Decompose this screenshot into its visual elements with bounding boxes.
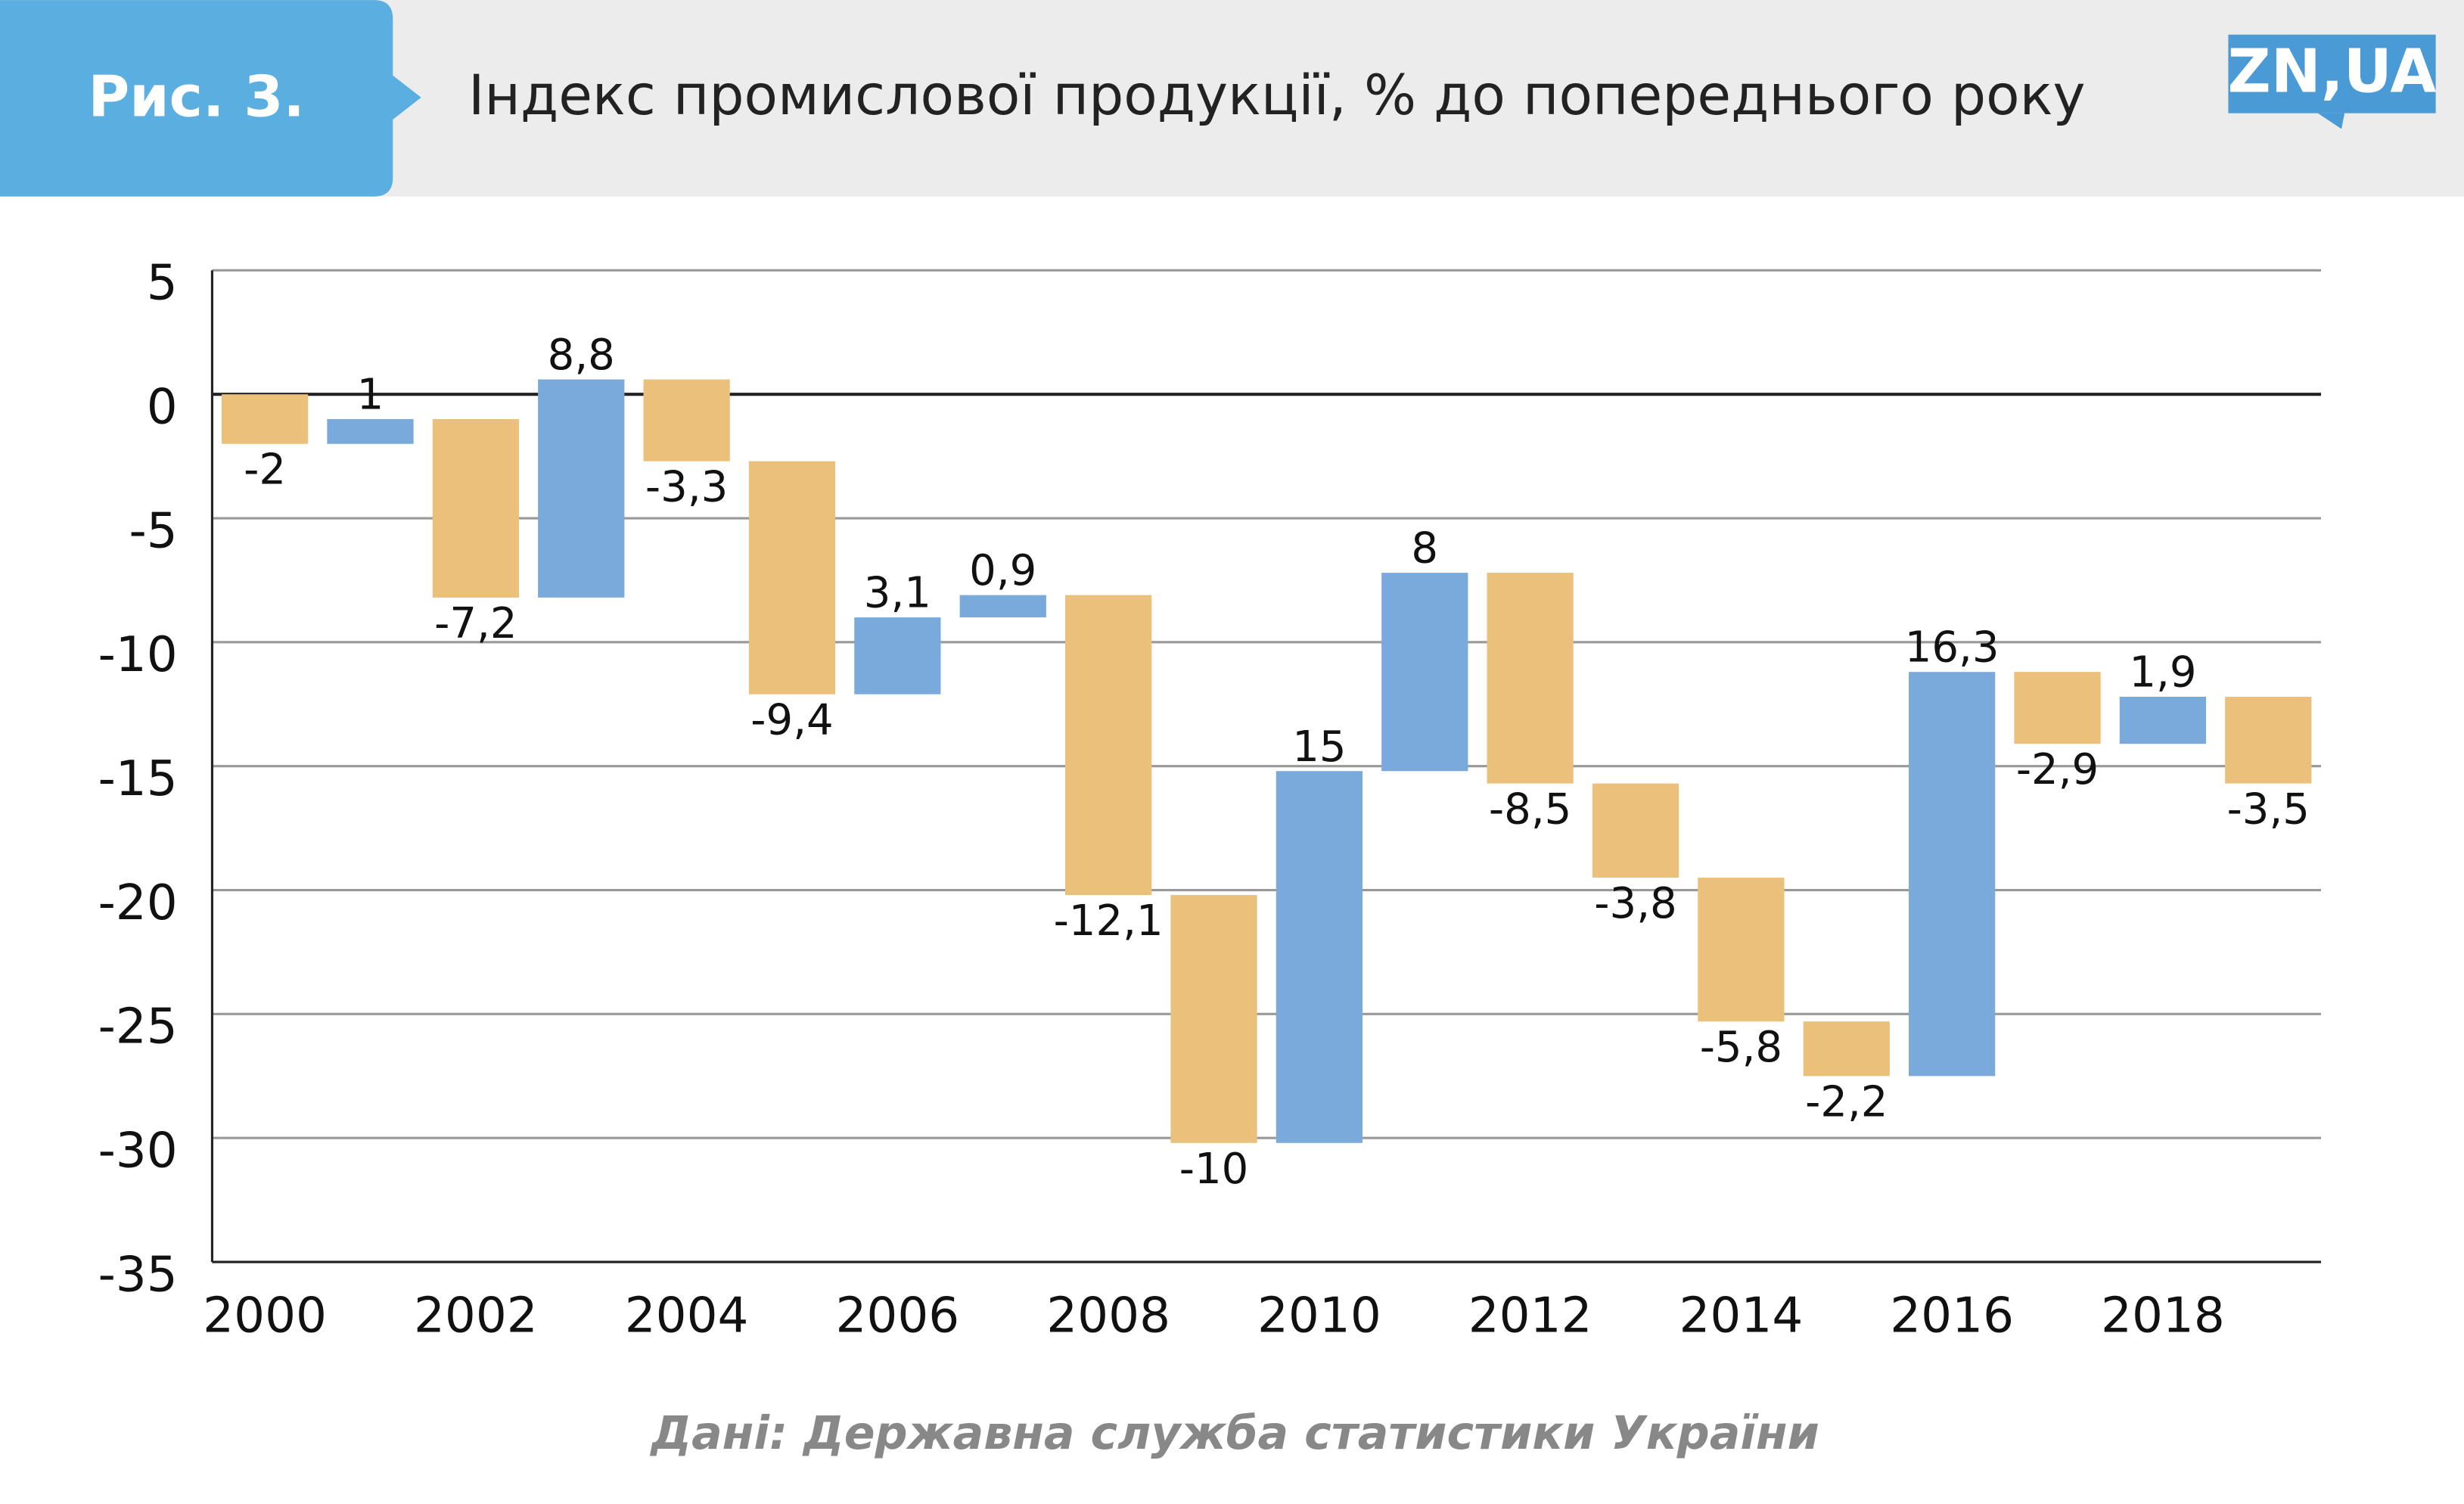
bar	[1698, 878, 1785, 1022]
bar	[327, 418, 414, 444]
x-tick-label: 2000	[203, 1287, 327, 1344]
value-label: -2,2	[1805, 1077, 1888, 1126]
value-label: 8,8	[548, 331, 615, 380]
y-tick-label: 0	[147, 379, 178, 436]
bar	[2225, 696, 2312, 784]
value-label: 1,9	[2129, 648, 2196, 697]
bar	[854, 617, 941, 695]
bar	[1803, 1021, 1890, 1077]
x-tick-label: 2004	[625, 1287, 749, 1344]
bar	[959, 595, 1046, 618]
y-tick-label: -15	[98, 750, 178, 807]
bar	[2014, 672, 2101, 744]
value-label: -8,5	[1489, 785, 1571, 834]
figure-tab	[0, 0, 421, 197]
y-tick-label: -20	[98, 875, 178, 931]
x-tick-label: 2014	[1679, 1287, 1803, 1344]
bar	[748, 461, 836, 695]
value-label: -3,5	[2227, 785, 2310, 834]
bar	[1170, 895, 1257, 1143]
x-tick-label: 2008	[1046, 1287, 1170, 1344]
bar	[221, 394, 309, 444]
y-tick-label: -30	[98, 1123, 178, 1179]
value-label: 0,9	[969, 546, 1036, 595]
bar	[643, 379, 730, 461]
y-tick-label: 5	[147, 255, 178, 312]
chart-title: Індекс промислової продукції, % до попер…	[468, 64, 2086, 128]
value-label: -5,8	[1700, 1023, 1782, 1072]
x-tick-label: 2010	[1257, 1287, 1381, 1344]
bar	[1381, 573, 1468, 772]
bar	[1065, 595, 1152, 896]
x-tick-label: 2016	[1890, 1287, 2014, 1344]
value-label: 8	[1411, 524, 1438, 573]
value-label: 16,3	[1905, 623, 1999, 673]
value-label: -9,4	[750, 696, 833, 745]
bar	[1592, 783, 1679, 878]
y-tick-label: -25	[98, 999, 178, 1055]
x-tick-label: 2002	[414, 1287, 538, 1344]
bar	[1909, 672, 1996, 1077]
source: Дані: Державна служба статистики України	[650, 1407, 1819, 1460]
value-label: -10	[1179, 1145, 1249, 1194]
logo-box	[2228, 34, 2436, 113]
y-tick-label: -10	[98, 626, 178, 683]
value-label: -3,8	[1594, 879, 1676, 928]
value-label: -2,9	[2016, 745, 2099, 794]
bar	[1487, 573, 1574, 784]
logo-tail	[2317, 113, 2345, 129]
x-tick-label: 2012	[1468, 1287, 1592, 1344]
bar	[1276, 771, 1363, 1143]
value-label: -12,1	[1054, 896, 1164, 946]
x-tick-label: 2006	[835, 1287, 959, 1344]
bar	[538, 379, 625, 598]
value-label: 3,1	[864, 569, 931, 618]
y-tick-label: -5	[129, 502, 178, 559]
bar	[2119, 696, 2207, 744]
value-label: -7,2	[434, 599, 517, 648]
bar	[432, 418, 519, 598]
value-label: 15	[1292, 722, 1346, 772]
value-label: -2	[244, 446, 286, 495]
figure-number: Рис. 3.	[88, 64, 304, 130]
x-tick-label: 2018	[2101, 1287, 2225, 1344]
value-label: 1	[357, 370, 384, 419]
y-tick-label: -35	[98, 1246, 178, 1303]
value-label: -3,3	[645, 463, 728, 512]
logo: ZN,UA	[2228, 36, 2437, 106]
